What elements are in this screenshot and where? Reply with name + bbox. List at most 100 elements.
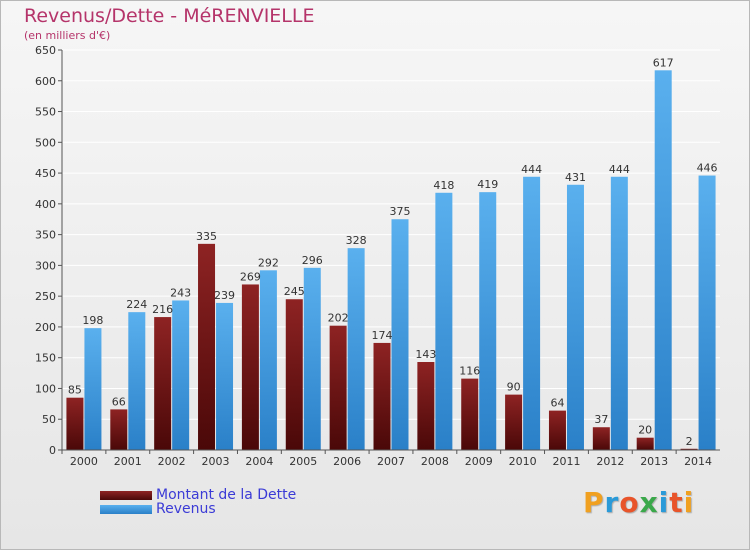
- bar-revenue: [391, 219, 409, 450]
- bar-revenue: [303, 267, 321, 450]
- data-label-debt: 174: [372, 329, 393, 342]
- x-tick-label: 2010: [509, 455, 537, 468]
- data-label-revenue: 239: [214, 289, 235, 302]
- y-tick-label: 300: [35, 259, 56, 272]
- bar-revenue: [128, 312, 146, 450]
- data-label-debt: 202: [328, 312, 349, 325]
- data-label-debt: 37: [594, 413, 608, 426]
- bar-debt: [66, 397, 84, 450]
- bar-debt: [680, 448, 698, 450]
- data-label-revenue: 617: [653, 56, 674, 69]
- data-label-revenue: 243: [170, 286, 191, 299]
- bar-debt: [154, 317, 172, 450]
- proxiti-logo: Proxiti: [583, 486, 694, 519]
- bar-debt: [285, 299, 303, 450]
- bar-revenue: [566, 184, 584, 450]
- data-label-debt: 2: [686, 435, 693, 448]
- legend-label-revenue: Revenus: [156, 501, 216, 517]
- bar-revenue: [216, 302, 234, 450]
- data-label-debt: 20: [638, 424, 652, 437]
- legend-swatch-debt: [100, 490, 152, 500]
- y-tick-label: 200: [35, 321, 56, 334]
- bar-debt: [461, 378, 479, 450]
- x-tick-label: 2000: [70, 455, 98, 468]
- y-tick-label: 100: [35, 382, 56, 395]
- data-label-revenue: 224: [126, 298, 147, 311]
- y-tick-label: 650: [35, 44, 56, 57]
- legend-swatch-revenue: [100, 504, 152, 514]
- y-tick-label: 350: [35, 229, 56, 242]
- logo-letter: r: [604, 486, 620, 519]
- x-tick-label: 2012: [596, 455, 624, 468]
- data-label-debt: 143: [415, 348, 436, 361]
- data-label-debt: 64: [550, 397, 564, 410]
- bar-revenue: [610, 176, 628, 450]
- data-label-revenue: 444: [521, 163, 542, 176]
- bar-revenue: [259, 270, 277, 450]
- legend-item-debt: Montant de la Dette: [100, 487, 297, 503]
- x-tick-label: 2002: [158, 455, 186, 468]
- data-label-revenue: 419: [477, 178, 498, 191]
- bar-debt: [592, 427, 610, 450]
- data-label-debt: 90: [507, 381, 521, 394]
- bar-debt: [373, 342, 391, 450]
- logo-letter: P: [583, 486, 605, 519]
- logo-letter: i: [658, 486, 670, 519]
- data-label-debt: 335: [196, 230, 217, 243]
- bar-debt: [110, 409, 128, 450]
- y-tick-label: 600: [35, 75, 56, 88]
- x-tick-label: 2008: [421, 455, 449, 468]
- logo-letter: i: [683, 486, 695, 519]
- x-tick-label: 2011: [552, 455, 580, 468]
- bar-revenue: [698, 175, 716, 451]
- bar-revenue: [479, 192, 497, 450]
- data-label-revenue: 446: [697, 162, 718, 175]
- y-tick-label: 150: [35, 352, 56, 365]
- x-tick-label: 2001: [114, 455, 142, 468]
- x-tick-label: 2009: [465, 455, 493, 468]
- bar-debt: [505, 394, 523, 450]
- logo-letter: o: [619, 486, 640, 519]
- y-tick-label: 250: [35, 290, 56, 303]
- logo-letter: x: [639, 486, 659, 519]
- bar-revenue: [523, 176, 541, 450]
- bar-debt: [198, 243, 216, 450]
- legend-label-debt: Montant de la Dette: [156, 487, 297, 503]
- data-label-revenue: 431: [565, 171, 586, 184]
- data-label-revenue: 418: [433, 179, 454, 192]
- y-tick-label: 550: [35, 106, 56, 119]
- bar-debt: [329, 325, 347, 450]
- data-label-debt: 245: [284, 285, 305, 298]
- data-label-debt: 269: [240, 270, 261, 283]
- data-label-debt: 116: [459, 365, 480, 378]
- bar-debt: [241, 284, 259, 450]
- y-tick-label: 450: [35, 167, 56, 180]
- data-label-revenue: 198: [82, 314, 103, 327]
- legend-item-revenue: Revenus: [100, 501, 216, 517]
- x-tick-label: 2005: [289, 455, 317, 468]
- data-label-revenue: 328: [346, 234, 367, 247]
- x-tick-label: 2004: [245, 455, 273, 468]
- chart-subtitle: (en milliers d'€): [24, 29, 111, 42]
- x-tick-label: 2013: [640, 455, 668, 468]
- bar-revenue: [435, 192, 453, 450]
- bar-revenue: [172, 300, 190, 450]
- bar-debt: [417, 362, 435, 450]
- data-label-debt: 85: [68, 384, 82, 397]
- data-label-revenue: 375: [390, 205, 411, 218]
- bar-revenue: [347, 248, 365, 450]
- x-tick-label: 2006: [333, 455, 361, 468]
- y-tick-label: 400: [35, 198, 56, 211]
- data-label-debt: 216: [152, 303, 173, 316]
- data-label-revenue: 444: [609, 163, 630, 176]
- bar-revenue: [654, 70, 672, 451]
- y-tick-label: 500: [35, 136, 56, 149]
- y-tick-label: 0: [49, 444, 56, 457]
- x-tick-label: 2003: [202, 455, 230, 468]
- bar-debt: [636, 437, 654, 450]
- data-label-revenue: 292: [258, 256, 279, 269]
- bar-revenue: [84, 328, 102, 450]
- bar-debt: [548, 410, 566, 450]
- data-label-revenue: 296: [302, 254, 323, 267]
